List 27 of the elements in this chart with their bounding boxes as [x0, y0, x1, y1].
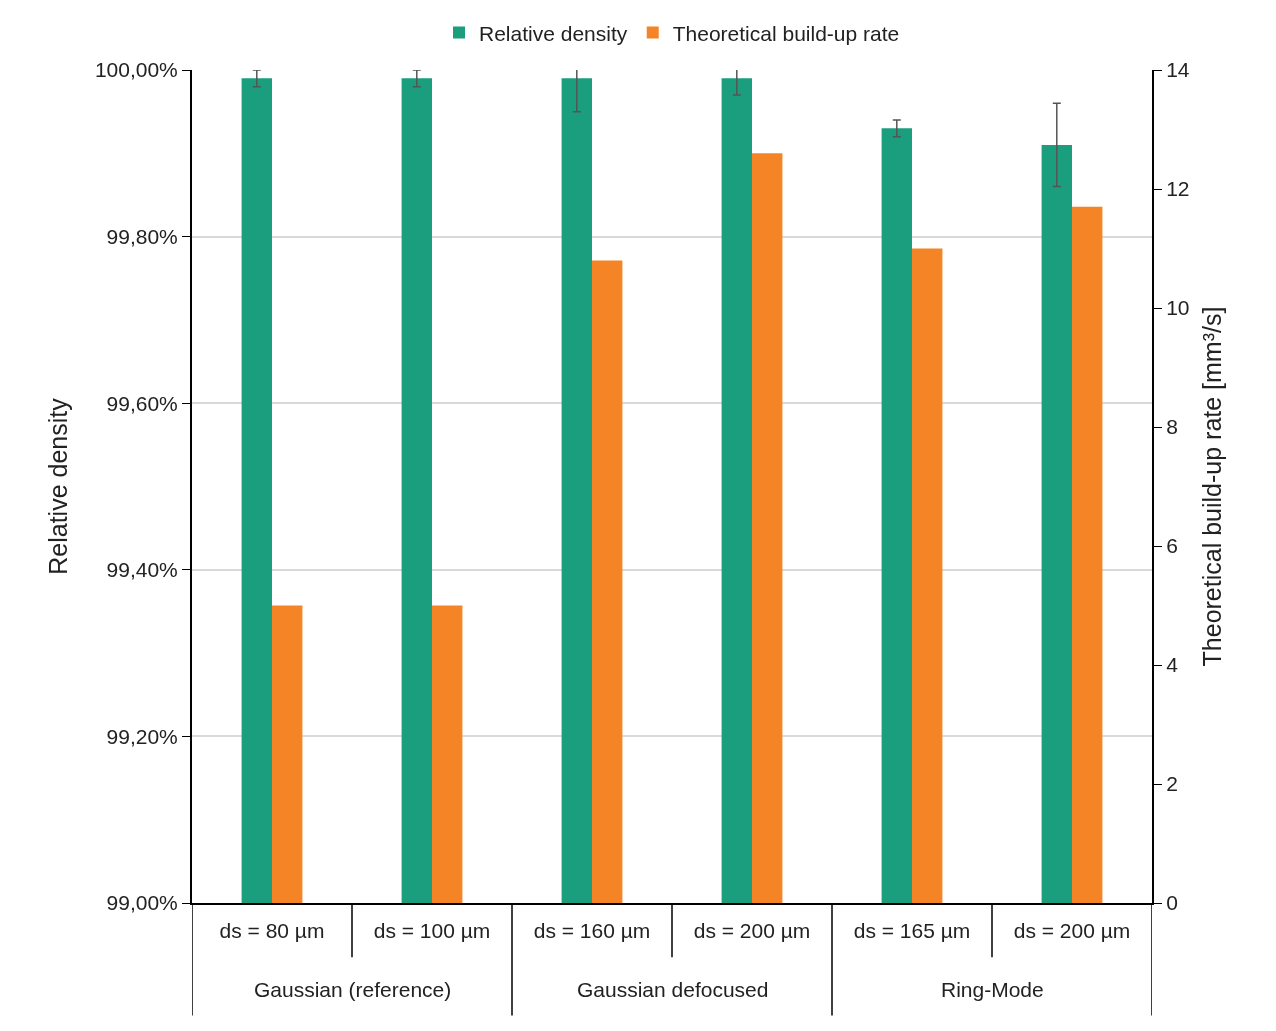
y-tick-label: 99,60% — [106, 391, 178, 415]
y-tick-label: 100,00% — [94, 58, 178, 82]
x-tick-label: ds = 200 µm — [1013, 919, 1131, 943]
y2-tick-label: 6 — [1166, 534, 1178, 558]
x-tick-label: ds = 160 µm — [533, 919, 651, 943]
legend-label: Theoretical build-up rate — [672, 21, 900, 45]
y-tick-label: 99,40% — [106, 558, 178, 582]
y2-tick-label: 2 — [1166, 772, 1178, 796]
x-tick-label: ds = 80 µm — [219, 919, 325, 943]
y-tick-label: 99,20% — [106, 724, 178, 748]
y-axis-title: Relative density — [44, 397, 73, 575]
x-tick-label: ds = 100 µm — [373, 919, 491, 943]
y2-tick-label: 14 — [1166, 58, 1190, 82]
y2-tick-label: 10 — [1166, 296, 1190, 320]
text: Ring-Mode — [941, 978, 1044, 1001]
y2-axis-title: Theoretical build-up rate [mm³/s] — [1198, 306, 1227, 667]
y2-tick-label: 0 — [1166, 891, 1178, 915]
y2-tick-label: 12 — [1166, 177, 1190, 201]
y-tick-label: 99,80% — [106, 224, 178, 248]
text: Gaussian (reference) — [254, 978, 452, 1001]
x-tick-label: ds = 200 µm — [693, 919, 811, 943]
y2-tick-label: 4 — [1166, 653, 1179, 677]
legend-label: Relative density — [479, 21, 628, 45]
y-tick-label: 99,00% — [106, 891, 178, 915]
text: Gaussian defocused — [577, 978, 769, 1001]
x-tick-label: ds = 165 µm — [853, 919, 971, 943]
y2-tick-label: 8 — [1166, 415, 1178, 439]
